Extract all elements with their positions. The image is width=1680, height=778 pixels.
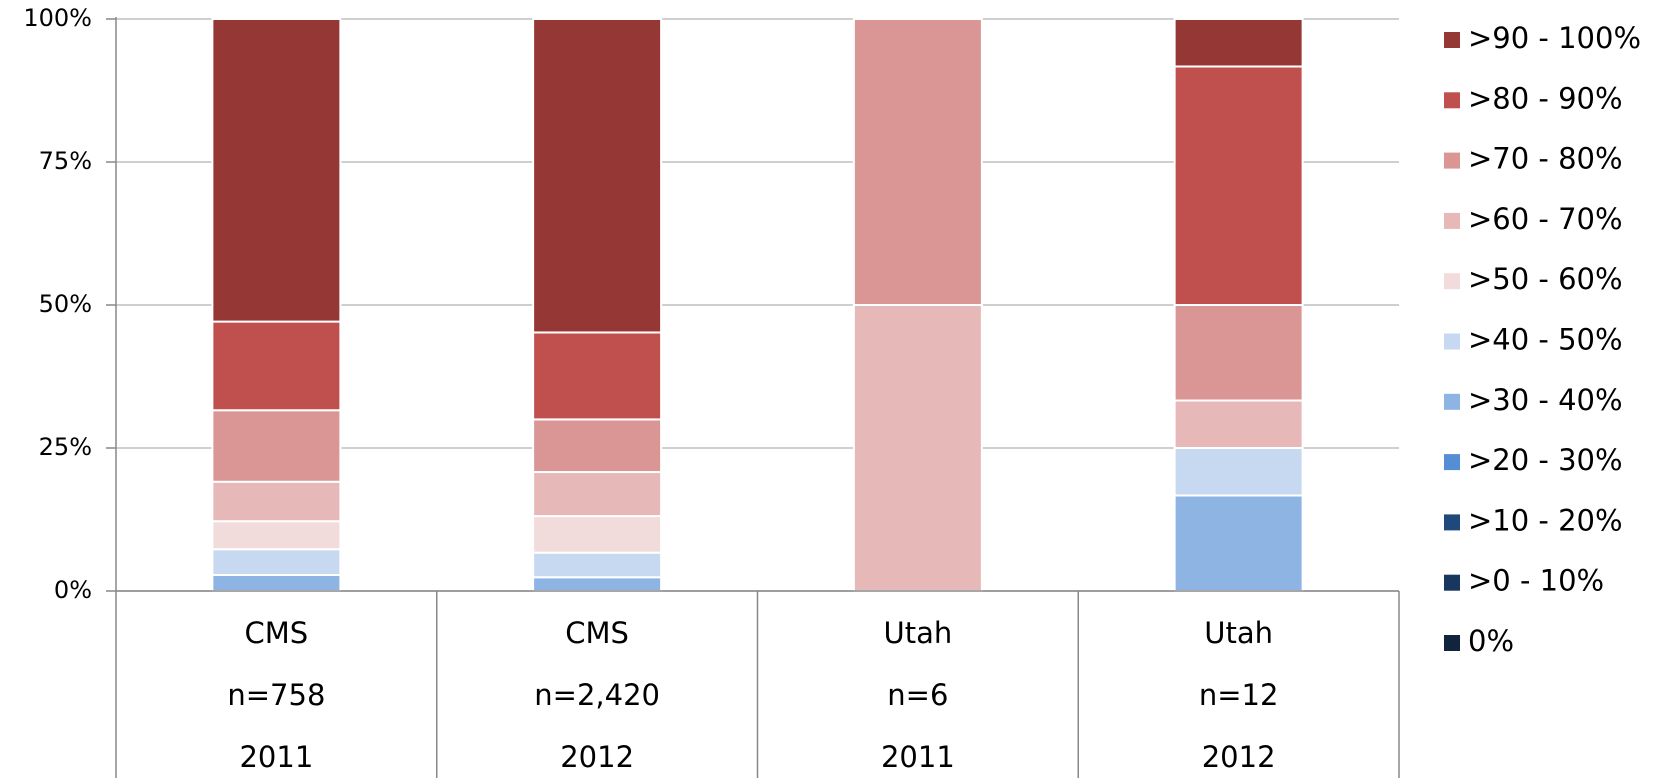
bar-segment [1173,399,1304,449]
x-tick-label: n=758 [227,678,325,712]
legend-label: >90 - 100% [1468,21,1641,55]
bar-segment [211,520,342,551]
x-tick-label: 2012 [560,740,634,774]
x-tick-label: 2011 [239,740,313,774]
bar-segment [532,471,663,518]
bar-segment [211,18,342,323]
x-tick-label: n=2,420 [534,678,660,712]
bar-segment [1173,65,1304,306]
bar-segment [211,573,342,593]
bar-segment [532,551,663,579]
legend-label: >60 - 70% [1468,202,1623,236]
legend-swatch [1444,32,1460,48]
bar-segment [532,331,663,421]
legend-label: >50 - 60% [1468,262,1623,296]
legend-label: >80 - 90% [1468,81,1623,115]
legend-label: 0% [1468,624,1514,658]
x-tick-label: n=12 [1199,678,1279,712]
y-tick-label: 75% [39,147,92,175]
y-tick-label: 100% [23,4,92,32]
x-tick-label: 2011 [881,740,955,774]
legend-label: >40 - 50% [1468,323,1623,357]
legend-swatch [1444,574,1460,591]
x-tick-label: CMS [245,616,309,650]
legend-label: >30 - 40% [1468,383,1623,417]
bar-segment [1173,18,1304,68]
bar-segment [532,418,663,474]
legend-label: >20 - 30% [1468,443,1623,477]
legend-swatch [1444,635,1460,651]
bar-segment [1173,447,1304,497]
x-tick-label: n=6 [887,678,948,712]
bar-segment [532,576,663,592]
x-tick-label: Utah [884,616,953,650]
legend-swatch [1444,273,1460,290]
y-tick-label: 0% [54,576,92,604]
legend-label: >10 - 20% [1468,503,1623,537]
legend-swatch [1444,514,1460,531]
y-tick-label: 25% [39,433,92,461]
bar-segment [852,304,983,592]
y-tick-label: 50% [39,290,92,318]
x-tick-label: CMS [565,616,629,650]
bar-segment [211,480,342,523]
bar-segment [1173,304,1304,402]
x-tick-label: Utah [1204,616,1273,650]
bar-segment [211,548,342,576]
legend-label: >70 - 80% [1468,142,1623,176]
legend-swatch [1444,212,1460,229]
bar-segment [1173,494,1304,593]
x-tick-label: 2012 [1202,740,1276,774]
bar-segment [532,18,663,334]
legend-swatch [1444,454,1460,471]
legend-swatch [1444,92,1460,109]
bar-segment [211,409,342,483]
legend-swatch [1444,393,1460,410]
legend-swatch [1444,333,1460,350]
bar-segment [532,515,663,554]
legend-swatch [1444,152,1460,169]
legend-label: >0 - 10% [1468,564,1604,598]
bar-segment [852,18,983,306]
bar-segment [211,320,342,412]
